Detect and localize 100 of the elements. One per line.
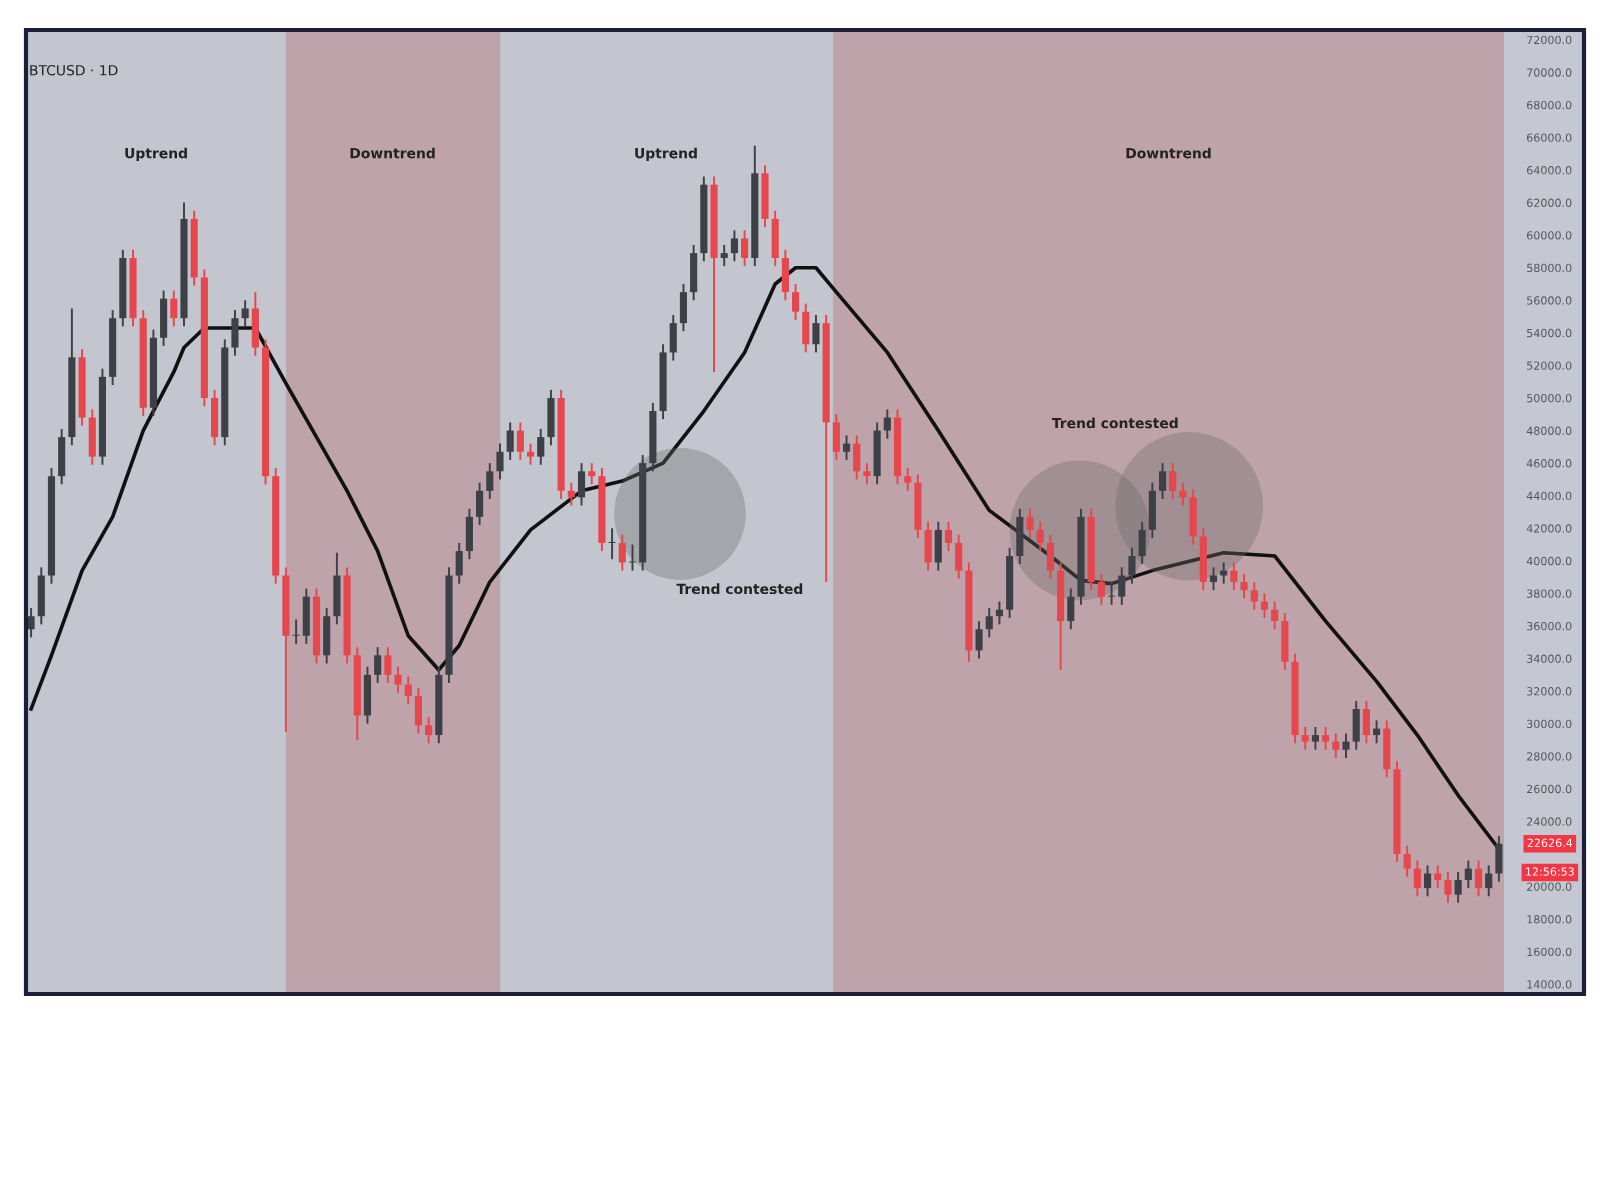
candlestick — [914, 473, 922, 540]
candlestick — [761, 164, 769, 228]
candlestick — [1097, 572, 1105, 606]
candlestick — [455, 541, 463, 585]
candlestick — [812, 314, 820, 354]
candlestick — [567, 481, 575, 507]
candlestick — [170, 289, 178, 328]
candlestick — [1352, 699, 1360, 751]
candlestick — [1434, 864, 1442, 890]
candlestick — [1281, 611, 1289, 671]
candlestick — [1148, 481, 1156, 540]
candlestick — [231, 309, 239, 357]
candlestick — [588, 462, 596, 486]
candlestick — [1413, 859, 1421, 898]
candlestick — [781, 248, 789, 302]
candlestick — [1209, 566, 1218, 592]
candlestick — [741, 229, 749, 268]
candlestick — [792, 283, 800, 321]
candlestick — [1046, 533, 1054, 580]
candlestick — [547, 388, 555, 447]
candlestick — [160, 289, 168, 347]
candlestick — [904, 467, 912, 492]
candlestick — [486, 462, 494, 500]
candlestick — [496, 442, 504, 481]
candlestick — [1322, 725, 1330, 751]
candlestick — [425, 716, 433, 745]
candlestick — [802, 302, 810, 354]
candlestick — [690, 243, 698, 302]
candlestick — [883, 408, 891, 440]
candlestick — [37, 566, 45, 626]
candlestick — [1240, 572, 1248, 600]
candlestick — [384, 646, 392, 684]
candlestick — [27, 607, 35, 639]
candlestick — [1485, 864, 1493, 898]
candlestick — [1423, 864, 1432, 898]
candlestick — [934, 520, 942, 572]
candlestick — [333, 551, 341, 626]
candlestick — [88, 408, 96, 466]
candlestick — [516, 421, 524, 461]
candlestick — [1169, 462, 1177, 500]
candlestick — [1128, 546, 1136, 585]
candlestick — [374, 646, 382, 684]
candlestick — [506, 421, 514, 461]
candlestick — [679, 283, 688, 333]
candlestick — [873, 421, 881, 486]
candlestick — [537, 427, 545, 466]
candlestick — [1332, 732, 1340, 759]
candlestick — [1199, 527, 1207, 592]
candlestick — [608, 527, 616, 561]
candlestick — [1474, 859, 1483, 898]
candlestick — [730, 229, 738, 263]
candlestick — [404, 675, 412, 706]
candlestick — [1220, 561, 1228, 585]
candlestick — [526, 442, 535, 466]
candlestick — [618, 533, 626, 572]
candlestick — [1495, 835, 1503, 883]
candlestick — [577, 462, 586, 507]
candlestick — [1271, 600, 1279, 631]
candlestick — [1189, 488, 1197, 546]
candlestick — [251, 291, 259, 357]
candlestick — [1464, 859, 1472, 890]
candlestick — [1026, 507, 1034, 540]
candlestick — [241, 299, 249, 328]
candlestick — [323, 607, 331, 665]
candlestick — [1036, 520, 1044, 553]
candlestick — [975, 620, 983, 660]
candlestick — [1230, 561, 1238, 592]
candlestick — [771, 209, 779, 268]
candlestick — [394, 665, 402, 694]
candlestick — [414, 686, 422, 735]
candlestick — [995, 600, 1004, 626]
candlestick — [944, 520, 953, 553]
candlestick — [1138, 520, 1146, 566]
candlestick — [211, 388, 219, 447]
candlestick — [1311, 725, 1319, 751]
candlestick — [1260, 592, 1269, 619]
candlestick — [1383, 719, 1391, 779]
candlestick — [476, 481, 484, 526]
candlestick — [1067, 587, 1075, 631]
candlestick — [842, 434, 851, 461]
candlestick — [1301, 725, 1309, 751]
candlestick — [955, 533, 963, 580]
candlestick — [363, 665, 372, 725]
candlestick — [1342, 732, 1350, 759]
candlestick — [924, 520, 932, 572]
candlestick — [1403, 844, 1411, 878]
candlestick — [985, 607, 993, 639]
candlestick — [465, 507, 473, 561]
candlestick — [58, 427, 66, 486]
candlestick — [669, 314, 677, 362]
candlestick — [720, 243, 728, 268]
candlestick — [863, 462, 871, 486]
candlestick — [1362, 699, 1370, 745]
candlestick — [1250, 581, 1258, 611]
candlestick — [1444, 870, 1452, 904]
candlestick — [853, 434, 861, 481]
candlestick — [1373, 719, 1381, 745]
candlestick — [1158, 462, 1167, 500]
candlestick — [1179, 481, 1187, 507]
candlestick — [1016, 507, 1024, 566]
